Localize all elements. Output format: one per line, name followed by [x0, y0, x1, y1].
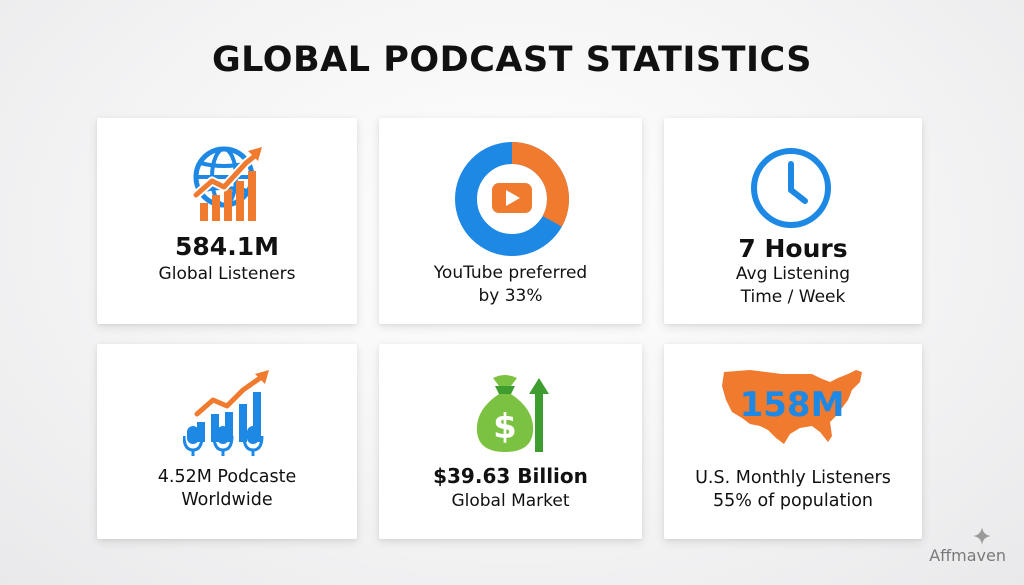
stat-label: Global Listeners — [97, 263, 357, 286]
stat-label: YouTube preferred by 33% — [379, 262, 642, 308]
stat-card-market: $ $39.63 Billion Global Market — [379, 344, 642, 539]
stat-card-global-listeners: 584.1M Global Listeners — [97, 118, 357, 324]
clock-icon — [751, 148, 831, 228]
stat-label-line: Global Market — [451, 491, 570, 511]
dollar-sign: $ — [493, 407, 517, 447]
stat-label-line: by 33% — [478, 286, 543, 306]
usa-map-icon: 158M — [722, 370, 862, 444]
sparkle-icon — [973, 527, 991, 545]
stat-label-line: Time / Week — [740, 287, 846, 307]
youtube-donut-icon — [455, 142, 569, 256]
stat-label: U.S. Monthly Listeners 55% of population — [664, 467, 922, 513]
page-title: GLOBAL PODCAST STATISTICS — [211, 40, 813, 80]
stat-card-listening-time: 7 Hours Avg Listening Time / Week — [664, 118, 922, 324]
stat-value: 584.1M — [175, 232, 279, 261]
stat-label: Avg Listening Time / Week — [664, 263, 922, 309]
stat-label: 4.52M Podcaste Worldwide — [97, 466, 357, 512]
stat-card-podcasts: 4.52M Podcaste Worldwide — [97, 344, 357, 539]
money-bag-arrow-icon: $ — [476, 375, 549, 452]
stat-label-line: Worldwide — [181, 490, 273, 510]
stat-label-line: 55% of population — [712, 491, 873, 511]
stat-value: 7 Hours — [738, 234, 848, 263]
map-overlay-value: 158M — [740, 385, 845, 425]
stat-label: Global Market — [379, 490, 642, 513]
stat-label-line: 4.52M Podcaste — [157, 467, 297, 487]
microphone-growth-chart-icon — [183, 370, 269, 456]
stat-label-line: U.S. Monthly Listeners — [695, 468, 891, 488]
globe-growth-chart-icon — [191, 146, 262, 221]
stat-label-line: Avg Listening — [735, 264, 851, 284]
stat-card-us-listeners: 158M U.S. Monthly Listeners 55% of popul… — [664, 344, 922, 539]
watermark-logo: Affmaven — [929, 546, 1006, 565]
stat-label-line: YouTube preferred — [433, 263, 588, 283]
stat-value: $39.63 Billion — [433, 464, 588, 488]
donut-youtube-segment — [455, 142, 569, 256]
stat-label-line: Global Listeners — [158, 264, 296, 284]
stat-card-youtube: YouTube preferred by 33% — [379, 118, 642, 324]
